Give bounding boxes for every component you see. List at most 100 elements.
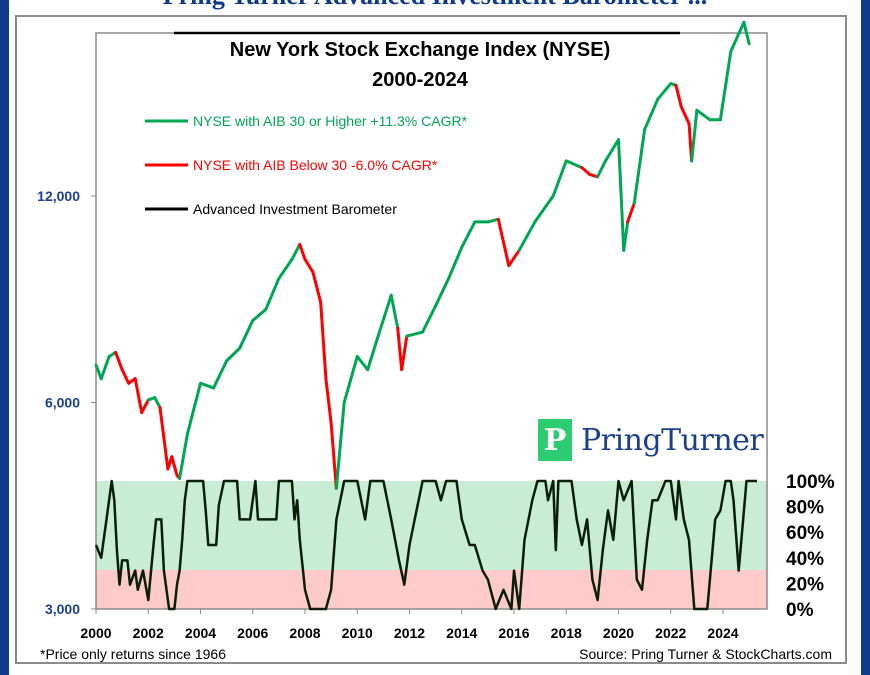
x-tick-label: 2020 bbox=[603, 625, 634, 641]
aib-axis: 100% 80% 60% 40% 20% 0% bbox=[786, 472, 835, 621]
nyse-segment-below-30 bbox=[580, 166, 592, 176]
pringturner-logo: P PringTurner bbox=[538, 419, 764, 461]
nyse-segment-30-or-higher bbox=[376, 293, 393, 338]
nyse-segment-below-30 bbox=[507, 248, 521, 268]
nyse-segment-below-30 bbox=[303, 257, 315, 274]
nyse-segment-30-or-higher bbox=[290, 242, 302, 261]
source-note: Source: Pring Turner & StockCharts.com bbox=[579, 646, 832, 662]
logo-text: PringTurner bbox=[581, 422, 764, 458]
nyse-segment-30-or-higher bbox=[94, 363, 103, 381]
nyse-segment-below-30 bbox=[133, 377, 144, 415]
nyse-segment-30-or-higher bbox=[355, 355, 370, 372]
nyse-segment-30-or-higher bbox=[564, 159, 584, 170]
x-tick-label: 2004 bbox=[185, 625, 216, 641]
nyse-segment-30-or-higher bbox=[617, 138, 626, 252]
aib-red-band bbox=[96, 570, 767, 609]
nyse-segment-30-or-higher bbox=[603, 138, 620, 163]
nyse-segment-30-or-higher bbox=[421, 304, 438, 334]
x-tick-label: 2014 bbox=[446, 625, 477, 641]
chart-title: New York Stock Exchange Index (NYSE) bbox=[230, 39, 611, 61]
nyse-segment-30-or-higher bbox=[622, 220, 630, 252]
chart-subtitle: 2000-2024 bbox=[372, 69, 469, 91]
nyse-segment-30-or-higher bbox=[632, 128, 647, 206]
nyse-segment-30-or-higher bbox=[99, 355, 111, 381]
x-tick-label: 2012 bbox=[394, 625, 425, 641]
nyse-segment-below-30 bbox=[400, 334, 409, 372]
nyse-segment-30-or-higher bbox=[447, 245, 464, 280]
x-tick-label: 2000 bbox=[80, 625, 111, 641]
nyse-segment-30-or-higher bbox=[533, 194, 555, 224]
nyse-segment-30-or-higher bbox=[718, 49, 733, 122]
x-tick-label: 2008 bbox=[289, 625, 320, 641]
y-tick-label: 3,000 bbox=[45, 601, 80, 617]
aib-tick-label: 80% bbox=[786, 498, 824, 519]
logo-mark-icon: P bbox=[538, 419, 572, 461]
legend: NYSE with AIB 30 or Higher +11.3% CAGR* N… bbox=[145, 113, 468, 217]
nyse-segment-30-or-higher bbox=[334, 401, 346, 490]
nyse-segment-30-or-higher bbox=[551, 159, 568, 198]
nyse-segment-below-30 bbox=[329, 421, 338, 490]
nyse-segment-30-or-higher bbox=[690, 108, 699, 163]
nyse-segment-below-30 bbox=[626, 202, 636, 224]
y-tick-label: 12,000 bbox=[37, 188, 80, 204]
nyse-segment-below-30 bbox=[140, 398, 150, 415]
nyse-segment-30-or-higher bbox=[366, 334, 380, 372]
nyse-segment-30-or-higher bbox=[405, 330, 425, 338]
x-tick-label: 2024 bbox=[707, 625, 738, 641]
nyse-segment-below-30 bbox=[120, 368, 131, 385]
x-tick-label: 2010 bbox=[342, 625, 373, 641]
legend-label: Advanced Investment Barometer bbox=[193, 201, 397, 217]
legend-label: NYSE with AIB Below 30 -6.0% CAGR* bbox=[193, 157, 438, 173]
nyse-series bbox=[94, 20, 751, 490]
aib-tick-label: 100% bbox=[786, 472, 835, 493]
nyse-segment-30-or-higher bbox=[695, 108, 712, 122]
nyse-segment-below-30 bbox=[158, 406, 170, 471]
aib-tick-label: 20% bbox=[786, 574, 824, 595]
aib-green-band bbox=[96, 481, 767, 570]
x-tick-label: 2022 bbox=[655, 625, 686, 641]
aib-tick-label: 0% bbox=[786, 600, 814, 621]
nyse-segment-30-or-higher bbox=[342, 355, 359, 404]
nyse-segment-30-or-higher bbox=[434, 276, 451, 308]
nyse-segment-below-30 bbox=[674, 83, 683, 109]
aib-tick-label: 60% bbox=[786, 523, 824, 544]
nyse-segment-below-30 bbox=[324, 377, 333, 425]
nyse-segment-30-or-higher bbox=[212, 359, 229, 390]
nyse-segment-30-or-higher bbox=[656, 82, 673, 101]
nyse-segment-30-or-higher bbox=[185, 381, 202, 436]
y-axis: 3,000 6,000 12,000 bbox=[37, 188, 96, 617]
x-tick-label: 2018 bbox=[551, 625, 582, 641]
nyse-segment-below-30 bbox=[114, 350, 124, 372]
page-title: Pring Turner Advanced Investment Baromet… bbox=[0, 0, 870, 11]
nyse-segment-30-or-higher bbox=[596, 159, 607, 179]
x-tick-label: 2006 bbox=[237, 625, 268, 641]
nyse-segment-30-or-higher bbox=[643, 97, 660, 132]
x-tick-label: 2002 bbox=[133, 625, 164, 641]
aib-tick-label: 40% bbox=[786, 549, 824, 570]
nyse-segment-below-30 bbox=[311, 270, 323, 304]
nyse-segment-30-or-higher bbox=[199, 381, 216, 390]
nyse-segment-30-or-higher bbox=[517, 220, 537, 252]
footnote: *Price only returns since 1966 bbox=[40, 646, 226, 662]
nyse-segment-30-or-higher bbox=[742, 20, 751, 46]
x-axis: 2000 2002 2004 2006 2008 2010 2012 2014 2016 2018… bbox=[80, 609, 739, 641]
chart-panel bbox=[15, 15, 847, 664]
nyse-segment-30-or-higher bbox=[389, 293, 400, 330]
aib-series-line bbox=[94, 479, 757, 611]
nyse-segment-30-or-higher bbox=[264, 276, 281, 311]
nyse-segment-30-or-higher bbox=[153, 396, 162, 410]
nyse-segment-below-30 bbox=[298, 242, 307, 261]
nyse-segment-30-or-higher bbox=[178, 432, 189, 480]
nyse-segment-30-or-higher bbox=[486, 217, 500, 224]
nyse-segment-30-or-higher bbox=[729, 20, 746, 53]
legend-label: NYSE with AIB 30 or Higher +11.3% CAGR* bbox=[193, 113, 468, 129]
y-tick-label: 6,000 bbox=[45, 395, 80, 411]
nyse-segment-below-30 bbox=[496, 217, 511, 268]
nyse-segment-below-30 bbox=[319, 300, 328, 381]
nyse-segment-30-or-higher bbox=[460, 220, 477, 249]
nyse-segment-below-30 bbox=[170, 455, 179, 477]
x-tick-label: 2016 bbox=[498, 625, 529, 641]
nyse-segment-below-30 bbox=[679, 105, 691, 126]
